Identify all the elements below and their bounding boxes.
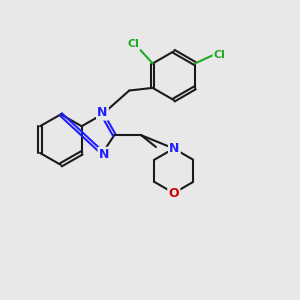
Text: N: N xyxy=(97,106,108,119)
Text: N: N xyxy=(169,142,180,155)
Text: Cl: Cl xyxy=(214,50,226,60)
Text: O: O xyxy=(169,187,179,200)
Text: Cl: Cl xyxy=(128,39,139,49)
Text: N: N xyxy=(99,148,109,161)
